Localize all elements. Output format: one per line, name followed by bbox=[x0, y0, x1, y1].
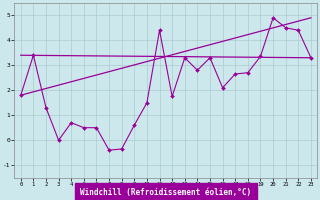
X-axis label: Windchill (Refroidissement éolien,°C): Windchill (Refroidissement éolien,°C) bbox=[80, 188, 252, 197]
